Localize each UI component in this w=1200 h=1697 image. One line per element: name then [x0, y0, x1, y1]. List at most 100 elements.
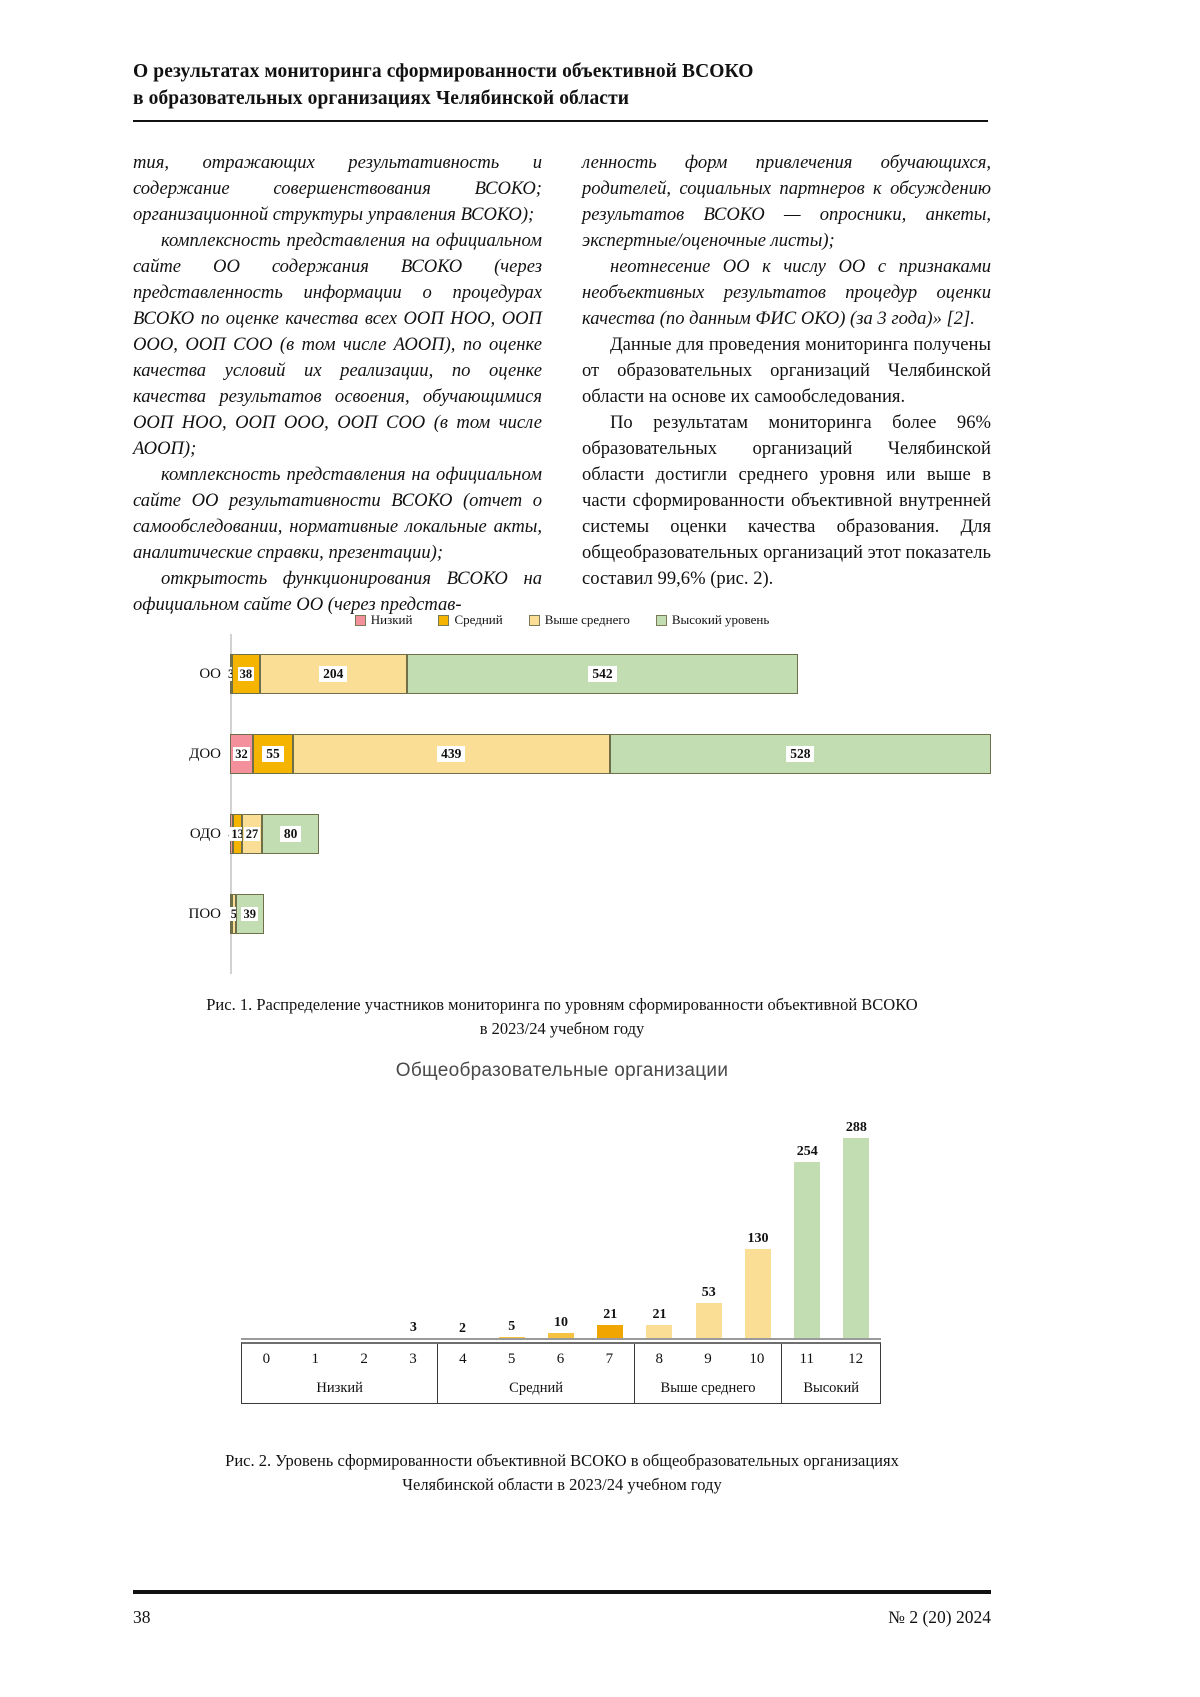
axis-tick-label: 12 [848, 1350, 864, 1367]
axis-group-label: Низкий [316, 1380, 363, 1397]
right-paragraph-3: Данные для проведения мониторинга получе… [582, 334, 991, 407]
legend-item-3: Выше среднего [528, 612, 630, 628]
bar-segment-value: 3 [225, 666, 237, 682]
figure-2-caption-line-1: Рис. 2. Уровень сформированности объекти… [225, 1451, 899, 1470]
left-paragraph-2: комплексность представления на официальн… [133, 230, 542, 459]
bar-segment: 542 [406, 654, 799, 694]
row-category-label: ДОО [189, 745, 221, 762]
figure-1-caption-line-1: Рис. 1. Распределение участников монитор… [206, 995, 918, 1014]
bar-segment-value: 528 [786, 746, 815, 762]
figure-2-bar-cell: 10 [536, 1112, 585, 1340]
bar-value-label: 53 [701, 1284, 716, 1300]
bar-value-label: 254 [796, 1144, 818, 1160]
right-column: ленность форм привлечения обучающихся, р… [582, 150, 991, 618]
right-paragraph-4: По результатам мониторинга более 96% обр… [582, 412, 991, 589]
bar-segment-value: 204 [319, 666, 348, 682]
figure-1-row: ДОО 32 55 439 528 [133, 734, 991, 774]
left-paragraph-3: комплексность представления на официальн… [133, 464, 542, 563]
row-track: 3 38 204 542 [225, 654, 991, 694]
bar-segment-value: 80 [279, 826, 302, 842]
page-number: 38 [133, 1607, 151, 1627]
legend-label: Средний [454, 612, 503, 627]
bar-value-label: 21 [603, 1307, 618, 1323]
figure-1: Низкий Средний Выше среднего Высокий уровен… [133, 600, 991, 985]
legend-swatch-icon [438, 614, 450, 626]
axis-tick-label: 7 [605, 1350, 614, 1367]
axis-group-label: Средний [509, 1380, 563, 1397]
footer-rule [133, 1590, 991, 1594]
row-track: 32 55 439 528 [230, 734, 991, 774]
legend-item-1: Низкий [354, 612, 412, 628]
bar-segment-value: 27 [243, 826, 261, 842]
axis-tick-row: 0 1 2 3 [242, 1344, 437, 1374]
axis-tick-label: 4 [459, 1350, 467, 1367]
bar-segment: 5 [228, 894, 239, 934]
figure-2-bar [744, 1249, 771, 1340]
legend-swatch-icon [655, 614, 667, 626]
figure-2-bar-cell: 254 [783, 1112, 832, 1340]
bar-segment-value: 13 [229, 826, 246, 842]
figure-2-bars: 3 2 5 10 21 21 53 130 254 288 [241, 1112, 881, 1340]
figure-2-axis-table: 0 1 2 3 Низкий 4 5 6 7 Средний 8 9 10 Выше среднего 11… [241, 1342, 881, 1404]
left-paragraph-4: открытость функционирования ВСОКО на офи… [133, 568, 542, 615]
axis-tick-label: 0 [262, 1350, 271, 1367]
legend-label: Выше среднего [544, 612, 630, 627]
axis-tick-label: 2 [360, 1350, 368, 1367]
bar-value-label: 10 [554, 1315, 569, 1330]
axis-tick-row: 8 9 10 [635, 1344, 782, 1374]
axis-tick-label: 5 [507, 1350, 516, 1367]
figure-2: Общеобразовательные организации 3 2 5 10 21 2… [133, 1060, 991, 1410]
axis-group: 0 1 2 3 Низкий [242, 1344, 439, 1403]
bar-value-label: 288 [845, 1120, 867, 1136]
issue-label: № 2 (20) 2024 [888, 1607, 991, 1627]
running-head: О результатах мониторинга сформированнос… [133, 58, 988, 122]
figure-2-bar-cell: 5 [487, 1112, 536, 1340]
axis-tick-label: 11 [799, 1350, 814, 1367]
figure-1-plot: ОО338204542ДОО3255439528ОДО4132780ПОО153… [133, 634, 991, 974]
bar-segment: 39 [235, 894, 264, 934]
legend-item-2: Средний [438, 612, 503, 628]
bar-segment-value: 32 [233, 746, 250, 762]
figure-2-bar-cell: 21 [635, 1112, 684, 1340]
left-column: тия, отражающих результативность и содер… [133, 150, 542, 618]
bar-segment: 439 [292, 734, 610, 774]
bar-value-label: 21 [652, 1307, 667, 1323]
row-category-label: ОДО [189, 825, 221, 842]
right-paragraph-2: неотнесение ОО к числу ОО с признаками н… [582, 256, 991, 329]
axis-tick-row: 11 12 [782, 1344, 880, 1374]
figure-1-caption-line-2: в 2023/24 учебном году [479, 1019, 645, 1038]
bar-segment: 32 [230, 734, 254, 774]
axis-group-label: Высокий [803, 1380, 859, 1397]
figure-2-bar-cell [241, 1112, 290, 1340]
figure-2-plot: 3 2 5 10 21 21 53 130 254 288 [241, 1112, 881, 1340]
figure-2-bar [794, 1162, 821, 1340]
figure-2-bar [597, 1325, 624, 1340]
bar-segment: 3 [225, 654, 237, 694]
bar-value-label: 5 [508, 1318, 516, 1334]
axis-group: 11 12 Высокий [782, 1344, 880, 1403]
bar-segment-value: 55 [262, 746, 284, 762]
axis-tick-label: 1 [311, 1350, 320, 1367]
figure-2-title: Общеобразовательные организации [395, 1060, 729, 1081]
figure-1-row: ОО 3 38 204 542 [133, 654, 991, 694]
bar-segment: 38 [232, 654, 260, 694]
figure-2-bar [843, 1138, 870, 1340]
figure-2-bar [646, 1325, 673, 1340]
figure-1-legend: Низкий Средний Выше среднего Высокий уровен… [133, 608, 991, 632]
axis-tick-label: 10 [749, 1350, 765, 1367]
bar-segment: 528 [609, 734, 991, 774]
figure-2-bar-cell: 53 [684, 1112, 733, 1340]
axis-tick-row: 4 5 6 7 [438, 1344, 633, 1374]
bar-segment: 80 [261, 814, 320, 854]
figure-2-caption: Рис. 2. Уровень сформированности объекти… [133, 1449, 991, 1497]
bar-value-label: 3 [409, 1319, 417, 1335]
bar-segment: 55 [253, 734, 293, 774]
row-track: 4132780 [226, 814, 991, 854]
figure-2-bar [548, 1333, 575, 1340]
running-head-rule [133, 120, 988, 122]
axis-group-label: Выше среднего [660, 1380, 756, 1397]
legend-swatch-icon [528, 614, 540, 626]
bar-segment: 27 [242, 814, 262, 854]
bar-segment-value: 542 [588, 666, 617, 682]
bar-segment-value: 5 [228, 906, 239, 922]
